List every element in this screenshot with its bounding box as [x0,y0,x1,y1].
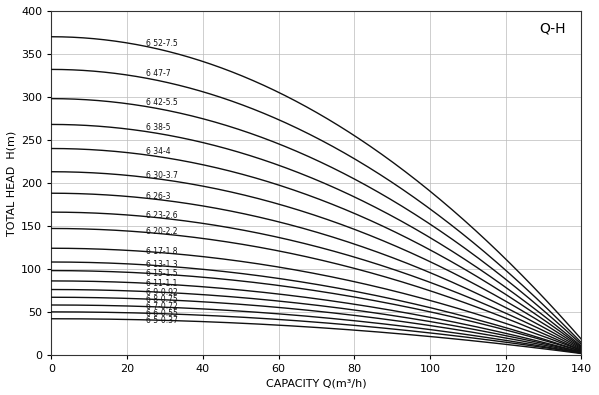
Text: 6 13-1.3: 6 13-1.3 [146,260,177,269]
Text: Q-H: Q-H [539,21,565,35]
Text: 6 20-2.2: 6 20-2.2 [146,228,177,237]
Text: 6 6-0.55: 6 6-0.55 [146,309,178,318]
Text: 6 15-1.5: 6 15-1.5 [146,269,177,278]
Text: 6 47-7: 6 47-7 [146,69,171,78]
Text: 6 52-7.5: 6 52-7.5 [146,39,178,48]
Text: 6 42-5.5: 6 42-5.5 [146,98,178,107]
Text: 6 9-0.92: 6 9-0.92 [146,288,178,297]
Text: 6 8-0.75: 6 8-0.75 [146,295,178,304]
Text: 6 34-4: 6 34-4 [146,147,171,156]
X-axis label: CAPACITY Q(m³/h): CAPACITY Q(m³/h) [266,378,367,388]
Text: 6 5-0.37: 6 5-0.37 [146,316,178,325]
Text: 6 17-1.8: 6 17-1.8 [146,247,177,256]
Text: 6 26-3: 6 26-3 [146,192,171,201]
Text: 6 11-1.1: 6 11-1.1 [146,279,177,288]
Text: 6 30-3.7: 6 30-3.7 [146,171,178,180]
Text: 6 38-5: 6 38-5 [146,123,171,132]
Text: 6 7-0.72: 6 7-0.72 [146,302,178,311]
Y-axis label: TOTAL HEAD  H(m): TOTAL HEAD H(m) [7,130,17,235]
Text: 6 23-2.6: 6 23-2.6 [146,211,177,220]
